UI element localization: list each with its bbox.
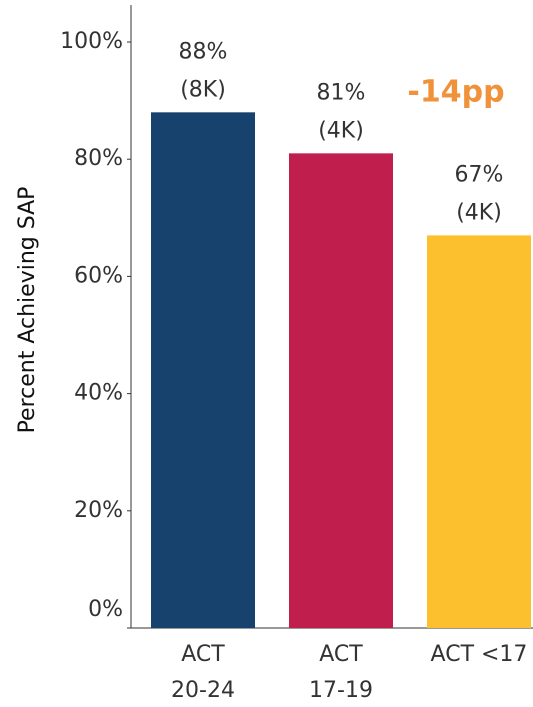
- bar: [289, 153, 393, 628]
- value-label: 81%: [317, 80, 366, 105]
- count-label: (4K): [318, 118, 364, 143]
- y-tick-label: 60%: [74, 263, 123, 288]
- value-label: 88%: [179, 39, 228, 64]
- x-tick-label: 17-19: [309, 678, 373, 703]
- y-tick-label: 40%: [74, 381, 123, 406]
- annotation: -14pp: [407, 75, 504, 110]
- y-axis-label: Percent Achieving SAP: [15, 187, 40, 434]
- x-tick-label: 20-24: [171, 678, 235, 703]
- bar: [151, 112, 255, 628]
- count-label: (8K): [180, 77, 226, 102]
- bar: [427, 235, 531, 628]
- x-tick-label: ACT: [319, 642, 363, 667]
- y-tick-label: 0%: [88, 597, 123, 622]
- y-tick-label: 80%: [74, 146, 123, 171]
- y-tick-label: 20%: [74, 498, 123, 523]
- x-tick-label: ACT: [181, 642, 225, 667]
- x-tick-label: ACT <17: [431, 642, 528, 667]
- value-label: 67%: [455, 162, 504, 187]
- y-tick-label: 100%: [60, 29, 123, 54]
- count-label: (4K): [456, 200, 502, 225]
